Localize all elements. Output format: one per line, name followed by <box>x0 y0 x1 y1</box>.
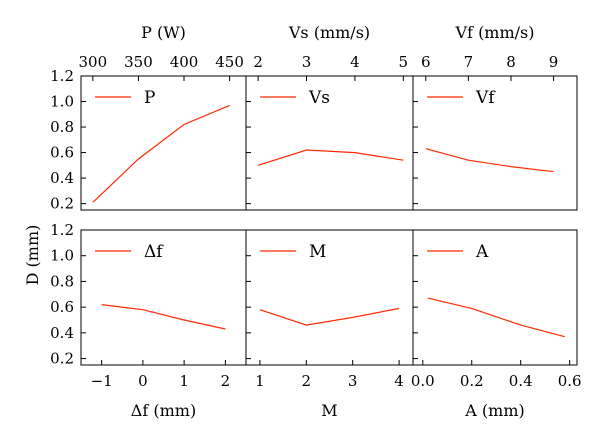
panel-3: 6 7 8 9 Vf (mm/s) Vf <box>412 23 578 211</box>
panel-4: 0.2 0.4 0.6 0.8 1.0 1.2 −1 0 1 2 Δf (mm) Δf <box>50 221 247 420</box>
x-tick-label: 1 <box>179 372 189 390</box>
x-tick-label: 3 <box>348 372 358 390</box>
x-tick-label: 1 <box>255 372 265 390</box>
y-tick-label: 0.2 <box>50 350 74 368</box>
panel-1: 0.2 0.4 0.6 0.8 1.0 1.2 300 350 400 450 P (W) P <box>50 23 247 213</box>
top-axis-label: P (W) <box>141 23 186 42</box>
top-axis-label: Vf (mm/s) <box>455 23 535 42</box>
x-tick-label: 300 <box>79 53 108 71</box>
panel-6: 0.0 0.2 0.4 0.6 A (mm) A <box>411 229 582 420</box>
x-tick-label: 0 <box>138 372 148 390</box>
y-tick-label: 1.2 <box>50 221 74 239</box>
y-tick-label: 0.8 <box>50 272 74 290</box>
x-tick-label: −1 <box>91 372 113 390</box>
panel-2: 2 3 4 5 Vs (mm/s) Vs <box>245 23 414 211</box>
series-line <box>257 149 404 166</box>
y-tick-label: 0.6 <box>50 144 74 162</box>
x-tick-label: 2 <box>253 53 263 71</box>
panel-frame <box>412 75 578 211</box>
series-line <box>427 297 565 338</box>
legend-label: P <box>144 88 155 108</box>
panel-5: 1 2 3 4 M M <box>245 229 414 420</box>
x-tick-label: 350 <box>124 53 153 71</box>
panel-frame <box>245 229 414 366</box>
x-tick-label: 2 <box>221 372 231 390</box>
y-tick-label: 1.2 <box>50 67 74 85</box>
x-tick-label: 5 <box>399 53 409 71</box>
x-tick-label: 8 <box>506 53 516 71</box>
x-tick-label: 4 <box>394 372 404 390</box>
x-tick-label: 0.2 <box>460 372 484 390</box>
series-line <box>425 148 554 173</box>
y-tick-label: 0.2 <box>50 195 74 213</box>
legend-label: Vf <box>475 88 496 108</box>
y-tick-label: 0.8 <box>50 118 74 136</box>
series-line <box>92 104 230 203</box>
x-tick-label: 4 <box>350 53 360 71</box>
panel-frame <box>412 229 578 366</box>
bottom-axis-label: Δf (mm) <box>131 401 196 420</box>
x-tick-label: 6 <box>421 53 431 71</box>
x-tick-label: 450 <box>215 53 244 71</box>
y-tick-label: 1.0 <box>50 93 74 111</box>
legend-label: Vs <box>308 88 330 108</box>
x-tick-label: 2 <box>302 372 312 390</box>
y-axis-label: D (mm) <box>23 225 42 286</box>
top-axis-label: Vs (mm/s) <box>288 23 370 42</box>
y-tick-label: 0.4 <box>50 324 74 342</box>
legend-label: M <box>309 242 326 262</box>
x-tick-label: 9 <box>549 53 559 71</box>
panel-frame <box>80 229 247 366</box>
y-tick-label: 0.6 <box>50 298 74 316</box>
x-tick-label: 7 <box>464 53 474 71</box>
x-tick-label: 400 <box>170 53 199 71</box>
series-line <box>101 304 226 330</box>
x-tick-label: 0.4 <box>509 372 533 390</box>
series-line <box>259 307 400 326</box>
bottom-axis-label: M <box>321 401 337 420</box>
bottom-axis-label: A (mm) <box>464 401 524 420</box>
y-tick-label: 0.4 <box>50 169 74 187</box>
x-tick-label: 0.0 <box>411 372 435 390</box>
y-tick-label: 1.0 <box>50 247 74 265</box>
x-tick-label: 3 <box>302 53 312 71</box>
legend-label: Δf <box>144 242 164 262</box>
legend-label: A <box>475 242 489 262</box>
x-tick-label: 0.6 <box>558 372 582 390</box>
